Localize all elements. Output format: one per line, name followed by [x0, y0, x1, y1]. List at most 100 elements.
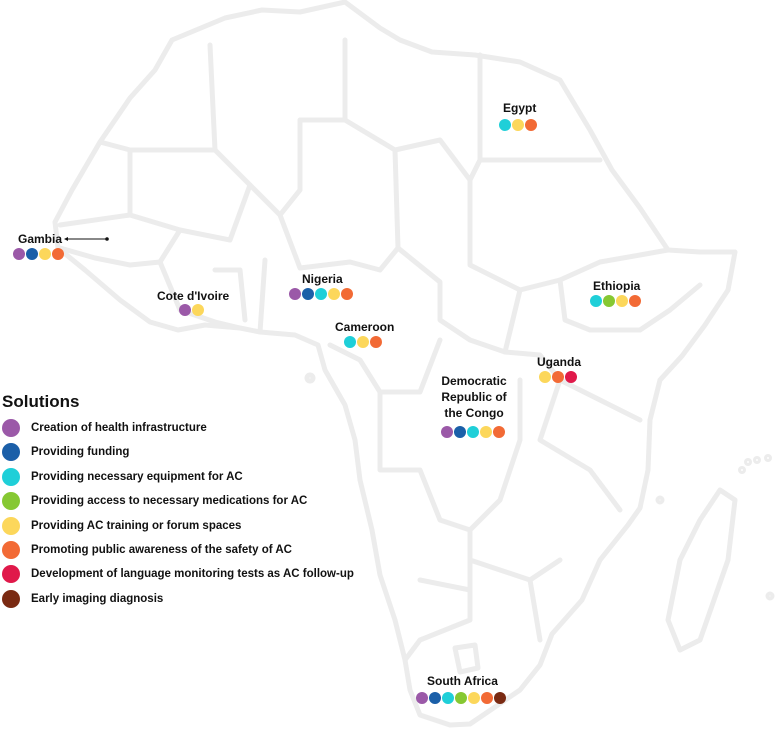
border — [527, 577, 543, 643]
border — [377, 389, 473, 533]
madagascar-outline — [665, 487, 738, 653]
solution-dot — [552, 371, 564, 383]
solution-dot — [357, 336, 369, 348]
border — [417, 577, 473, 593]
solution-dot — [289, 288, 301, 300]
legend-swatch — [2, 589, 20, 608]
solution-dot — [315, 288, 327, 300]
solution-dot — [455, 692, 467, 704]
border — [467, 177, 671, 293]
solution-dot — [468, 692, 480, 704]
legend-item: Providing necessary equipment for AC — [2, 467, 243, 487]
country-label-nigeria: Nigeria — [302, 272, 343, 286]
border — [207, 37, 348, 218]
border — [467, 557, 563, 583]
legend-label: Providing necessary equipment for AC — [31, 470, 243, 483]
legend-item: Development of language monitoring tests… — [2, 564, 354, 584]
solution-dot — [539, 371, 551, 383]
country-label-cameroon: Cameroon — [335, 320, 395, 334]
border — [57, 212, 133, 228]
solution-dot — [442, 692, 454, 704]
solution-dot — [344, 336, 356, 348]
legend-swatch — [2, 565, 20, 584]
border — [467, 377, 523, 533]
border — [502, 287, 523, 355]
solution-dot — [493, 426, 505, 438]
border — [97, 139, 218, 153]
dots-cote-divoire — [179, 304, 204, 316]
legend-label: Providing access to necessary medication… — [31, 495, 308, 508]
solution-dot — [454, 426, 466, 438]
border — [57, 227, 183, 268]
country-label-uganda: Uganda — [537, 355, 582, 369]
border — [537, 377, 623, 513]
solution-dot — [441, 426, 453, 438]
legend-swatch — [2, 467, 20, 486]
solution-dot — [525, 119, 537, 131]
legend-label: Providing AC training or forum spaces — [31, 519, 242, 532]
dots-drc — [441, 426, 505, 438]
solution-dot — [192, 304, 204, 316]
solution-dot — [39, 248, 51, 260]
solution-dot — [590, 295, 602, 307]
border — [257, 257, 268, 335]
border — [342, 52, 483, 183]
solution-dot — [616, 295, 628, 307]
border — [395, 245, 508, 355]
border — [212, 267, 248, 323]
solution-dot — [341, 288, 353, 300]
legend-label: Early imaging diagnosis — [31, 592, 164, 605]
legend-item: Providing access to necessary medication… — [2, 491, 307, 511]
legend-swatch — [2, 443, 20, 462]
dots-egypt — [499, 119, 537, 131]
solution-dot — [26, 248, 38, 260]
solution-dot — [480, 426, 492, 438]
legend-title: Solutions — [2, 392, 80, 411]
gambia-pointer-arrow — [64, 237, 109, 241]
dots-ethiopia — [590, 295, 641, 307]
continent-outline — [52, 0, 738, 728]
country-label-south-africa: South Africa — [427, 674, 498, 688]
legend-item: Creation of health infrastructure — [2, 418, 207, 438]
legend-label: Promoting public awareness of the safety… — [31, 544, 292, 556]
legend-swatch — [2, 541, 20, 559]
dots-south-africa — [416, 692, 506, 704]
solution-dot — [13, 248, 25, 260]
dots-cameroon — [344, 336, 382, 348]
country-label-egypt: Egypt — [503, 101, 537, 115]
dots-nigeria — [289, 288, 353, 300]
country-label-gambia: Gambia — [18, 232, 63, 246]
solution-dot — [494, 692, 506, 704]
solution-dot — [429, 692, 441, 704]
border — [452, 642, 481, 675]
country-label-cote-divoire: Cote d'Ivoire — [157, 289, 230, 303]
solution-dot — [52, 248, 64, 260]
legend-label: Providing funding — [31, 446, 130, 459]
solution-dot — [416, 692, 428, 704]
solution-dot — [302, 288, 314, 300]
solution-dot — [565, 371, 577, 383]
solution-dot — [370, 336, 382, 348]
border — [277, 147, 401, 273]
legend-item: Promoting public awareness of the safety… — [2, 540, 292, 560]
border — [402, 527, 473, 663]
solution-dot — [629, 295, 641, 307]
legend-item: Providing funding — [2, 442, 129, 462]
legend-swatch — [2, 419, 20, 437]
dots-uganda — [539, 371, 577, 383]
solution-dot — [512, 119, 524, 131]
legend-item: Early imaging diagnosis — [2, 589, 163, 609]
solution-dot — [481, 692, 493, 704]
solution-dot — [179, 304, 191, 316]
solution-dot — [467, 426, 479, 438]
solution-dot — [499, 119, 511, 131]
legend-swatch — [2, 492, 20, 511]
solution-dot — [603, 295, 615, 307]
legend-item: Providing AC training or forum spaces — [2, 516, 241, 536]
border — [157, 259, 243, 331]
solution-dot — [328, 288, 340, 300]
country-label-ethiopia: Ethiopia — [593, 279, 641, 293]
legend-label: Development of language monitoring tests… — [31, 568, 354, 581]
legend-swatch — [2, 516, 20, 535]
